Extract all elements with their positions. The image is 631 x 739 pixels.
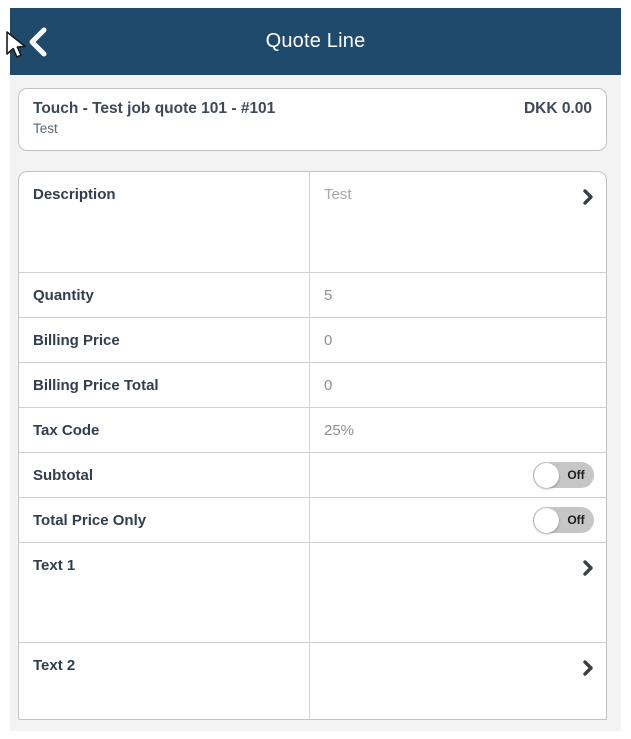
field-value-cell[interactable]: 5 <box>310 273 606 317</box>
field-label-cell: Quantity <box>19 273 310 317</box>
content-area: Touch - Test job quote 101 - #101 DKK 0.… <box>10 75 621 720</box>
field-label: Tax Code <box>33 421 100 439</box>
form-row-billing-price-total: Billing Price Total 0 <box>19 363 606 408</box>
form-row-tax-code: Tax Code 25% <box>19 408 606 453</box>
app-window: Quote Line Touch - Test job quote 101 - … <box>10 8 621 731</box>
field-label-cell: Subtotal <box>19 453 310 497</box>
quote-subtitle: Test <box>33 121 58 136</box>
field-value-cell[interactable] <box>310 543 606 642</box>
toggle-switch[interactable]: Off <box>533 462 594 488</box>
quote-amount: DKK 0.00 <box>523 100 592 117</box>
form-row-quantity: Quantity 5 <box>19 273 606 318</box>
field-label: Billing Price <box>33 331 120 349</box>
quote-summary-card[interactable]: Touch - Test job quote 101 - #101 DKK 0.… <box>18 88 607 151</box>
field-label-cell: Tax Code <box>19 408 310 452</box>
summary-top-row: Touch - Test job quote 101 - #101 DKK 0.… <box>33 100 592 118</box>
field-label-cell: Total Price Only <box>19 498 310 542</box>
app-header: Quote Line <box>10 8 621 75</box>
form-row-total-price-only: Total Price Only Off <box>19 498 606 543</box>
field-label-cell: Description <box>19 172 310 272</box>
back-button[interactable] <box>27 25 53 59</box>
field-value-cell[interactable]: 0 <box>310 363 606 407</box>
toggle-knob <box>534 462 559 488</box>
field-value-cell[interactable]: 0 <box>310 318 606 362</box>
page-title: Quote Line <box>265 30 366 52</box>
quote-line-form: Description Test Quantity 5 Billing Pric… <box>18 171 607 720</box>
form-row-billing-price: Billing Price 0 <box>19 318 606 363</box>
quote-title: Touch - Test job quote 101 - #101 <box>33 100 276 117</box>
field-value-cell[interactable] <box>310 643 606 719</box>
toggle-switch[interactable]: Off <box>533 507 594 533</box>
chevron-left-icon <box>29 27 47 56</box>
field-label: Subtotal <box>33 466 93 484</box>
field-label-cell: Text 2 <box>19 643 310 719</box>
field-label: Billing Price Total <box>33 376 159 394</box>
chevron-right-icon <box>582 659 594 677</box>
toggle-state-label: Off <box>567 468 585 482</box>
field-label: Quantity <box>33 286 94 304</box>
chevron-right-icon <box>582 559 594 577</box>
field-label-cell: Text 1 <box>19 543 310 642</box>
field-value: Test <box>324 186 352 203</box>
form-row-text-1: Text 1 <box>19 543 606 643</box>
field-value: 0 <box>324 331 333 349</box>
field-label: Text 1 <box>33 557 76 574</box>
field-label-cell: Billing Price Total <box>19 363 310 407</box>
field-label: Total Price Only <box>33 511 147 529</box>
form-row-text-2: Text 2 <box>19 643 606 719</box>
field-value: 25% <box>324 421 355 439</box>
toggle-state-label: Off <box>567 513 585 527</box>
form-row-subtotal: Subtotal Off <box>19 453 606 498</box>
field-label: Description <box>33 186 116 203</box>
field-label-cell: Billing Price <box>19 318 310 362</box>
toggle-knob <box>534 507 559 533</box>
form-row-description: Description Test <box>19 172 606 273</box>
field-value: 5 <box>324 286 333 304</box>
field-value-cell[interactable]: Test <box>310 172 606 272</box>
field-value-cell[interactable]: Off <box>310 498 606 542</box>
chevron-right-icon <box>582 188 594 206</box>
field-label: Text 2 <box>33 657 76 674</box>
field-value: 0 <box>324 376 333 394</box>
field-value-cell[interactable]: 25% <box>310 408 606 452</box>
field-value-cell[interactable]: Off <box>310 453 606 497</box>
